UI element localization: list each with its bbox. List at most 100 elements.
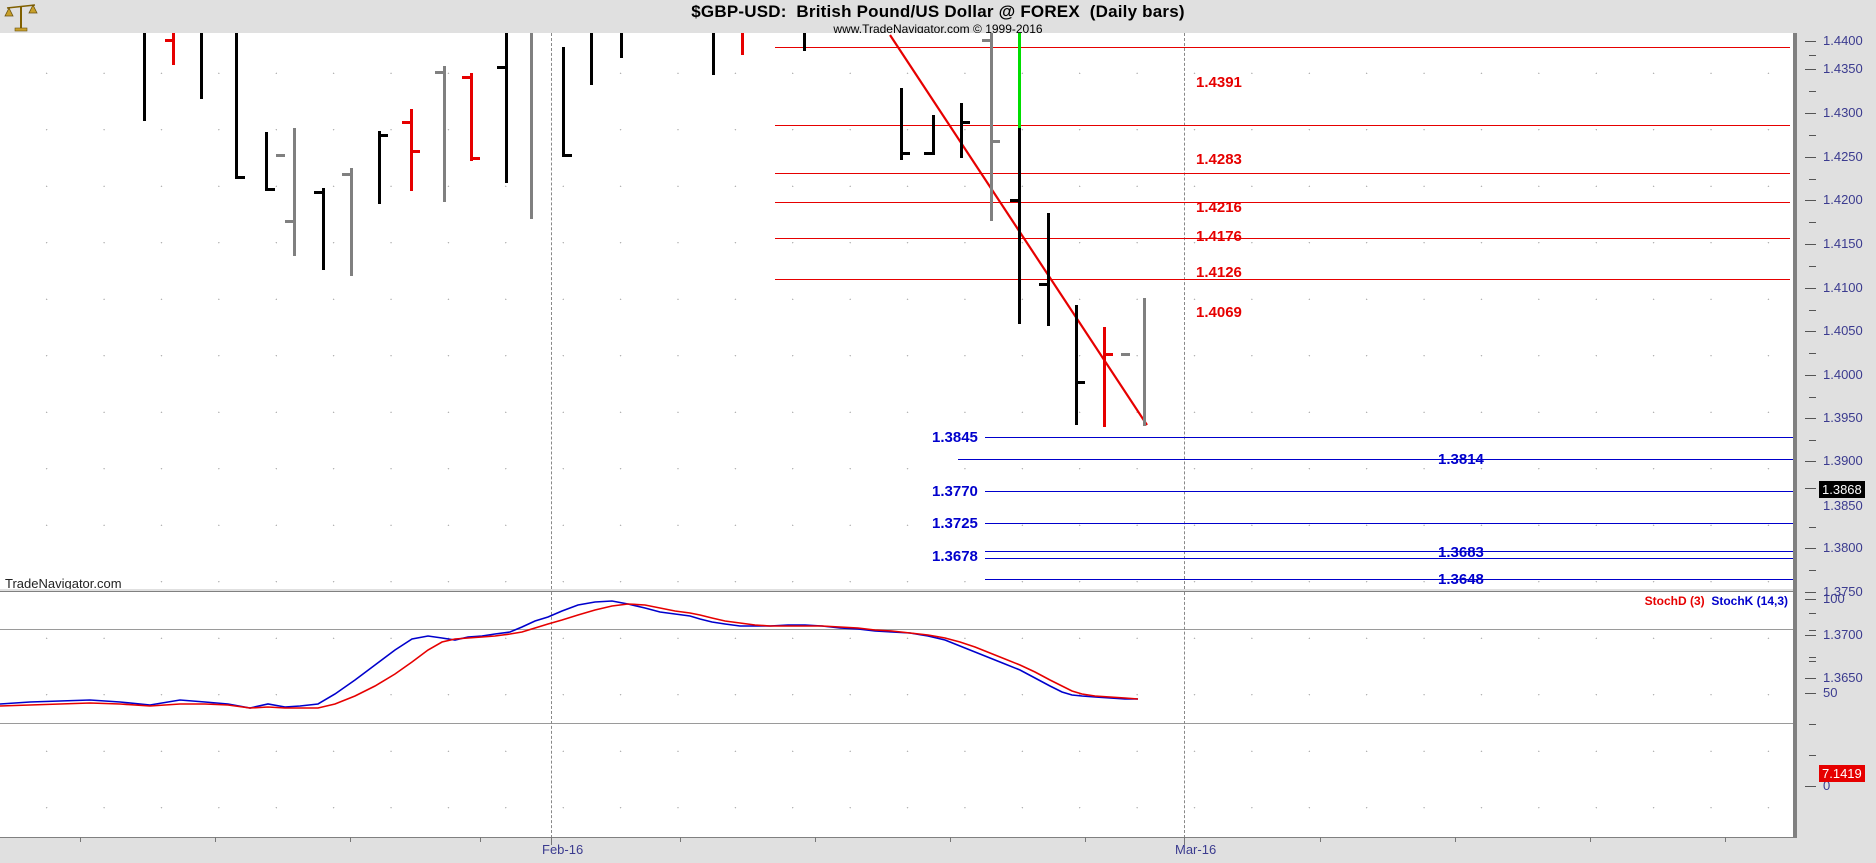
resistance-label-1: 1.4391 (1196, 74, 1242, 91)
support-label-1: 1.3845 (932, 429, 978, 446)
axis-label: 1.4400 (1823, 33, 1863, 48)
axis-tick-minor (1809, 657, 1816, 658)
month-separator-feb (551, 33, 552, 589)
ohlc-bar (530, 33, 533, 219)
resistance-line-5[interactable] (775, 238, 1790, 239)
axis-tick (1805, 113, 1816, 114)
price-axis[interactable]: 1.4400 1.4350 1.4300 1.4250 1.4200 1.415… (1797, 33, 1876, 837)
stoch-axis-label: 50 (1823, 685, 1838, 700)
stochd-curve (0, 603, 1139, 709)
ohlc-bar (900, 88, 903, 160)
axis-label: 1.3650 (1823, 670, 1863, 685)
axis-label: 1.3900 (1823, 453, 1863, 468)
stochastic-pane[interactable]: StochD (3) StochK (14,3) (0, 591, 1797, 838)
axis-label: 1.3950 (1823, 410, 1863, 425)
axis-tick-minor (1809, 570, 1816, 571)
axis-label: 1.4050 (1823, 323, 1863, 338)
axis-label: 1.4000 (1823, 367, 1863, 382)
axis-label: 1.4150 (1823, 236, 1863, 251)
ohlc-open-tick (1010, 199, 1019, 202)
axis-label: 1.3850 (1823, 498, 1863, 513)
axis-tick (1805, 488, 1816, 489)
support-line-3[interactable] (985, 491, 1797, 492)
support-label-4: 1.3725 (932, 515, 978, 532)
support-line-5[interactable] (985, 551, 1797, 552)
axis-tick-minor (1809, 527, 1816, 528)
date-tick (1725, 837, 1726, 842)
ohlc-close-tick (991, 140, 1000, 143)
month-separator-mar (1184, 33, 1185, 589)
date-tick (551, 837, 552, 845)
axis-tick (1805, 200, 1816, 201)
downtrend-line[interactable] (0, 33, 1797, 589)
axis-label: 1.4250 (1823, 149, 1863, 164)
ohlc-close-tick (379, 134, 388, 137)
ohlc-bar (1143, 298, 1146, 426)
stochastic-curves (0, 600, 1139, 709)
resistance-line-4[interactable] (775, 202, 1790, 203)
resistance-label-2: 1.4283 (1196, 151, 1242, 168)
ohlc-bar (350, 168, 353, 276)
ohlc-bar (932, 115, 935, 155)
ohlc-open-tick (435, 71, 444, 74)
ohlc-bar (172, 33, 175, 65)
date-tick (1085, 837, 1086, 842)
resistance-line-1[interactable] (775, 47, 1790, 48)
ohlc-bar (1103, 327, 1106, 427)
ohlc-open-tick (402, 121, 411, 124)
support-line-2[interactable] (958, 459, 1797, 460)
resistance-line-6[interactable] (775, 279, 1790, 280)
stoch-axis-tick-minor (1809, 755, 1816, 756)
page-title: $GBP-USD: British Pound/US Dollar @ FORE… (691, 2, 1185, 21)
date-tick (1590, 837, 1591, 842)
axis-label: 1.4350 (1823, 61, 1863, 76)
axis-tick-minor (1809, 266, 1816, 267)
ohlc-bar (293, 128, 296, 256)
axis-tick (1805, 548, 1816, 549)
ohlc-open-tick (342, 173, 351, 176)
month-separator-mar-stoch (1184, 592, 1185, 838)
ohlc-bar (470, 73, 473, 161)
axis-tick-minor (1809, 310, 1816, 311)
axis-tick-minor (1809, 135, 1816, 136)
price-chart-pane[interactable]: 1.4391 1.4283 1.4216 1.4176 1.4126 1.406… (0, 33, 1797, 589)
resistance-line-2[interactable] (775, 125, 1790, 126)
ohlc-bar (803, 33, 806, 51)
support-line-6[interactable] (985, 558, 1797, 559)
date-axis[interactable]: Feb-16 Mar-16 (0, 837, 1797, 863)
stoch-axis-tick-minor (1809, 661, 1816, 662)
ohlc-close-tick (1076, 381, 1085, 384)
axis-tick (1805, 157, 1816, 158)
axis-tick (1805, 418, 1816, 419)
axis-tick-minor (1809, 613, 1816, 614)
stoch-axis-label: 100 (1823, 591, 1845, 606)
ohlc-bar (1047, 213, 1050, 326)
ohlc-bar (235, 33, 238, 179)
support-line-4[interactable] (985, 523, 1797, 524)
ohlc-close-tick (1121, 353, 1130, 356)
copyright-subtitle: www.TradeNavigator.com © 1999-2016 (833, 22, 1043, 36)
support-line-7[interactable] (985, 579, 1797, 580)
ohlc-open-tick (924, 152, 933, 155)
ohlc-bar (562, 47, 565, 157)
support-line-1[interactable] (985, 437, 1797, 438)
axis-tick (1805, 69, 1816, 70)
date-tick (680, 837, 681, 842)
resistance-label-6: 1.4069 (1196, 304, 1242, 321)
ohlc-open-tick (982, 39, 991, 42)
ohlc-bar (990, 33, 993, 221)
ohlc-bar (322, 188, 325, 270)
ohlc-close-tick (1104, 353, 1113, 356)
ohlc-open-tick (276, 154, 285, 157)
date-tick (350, 837, 351, 842)
ohlc-close-tick (266, 188, 275, 191)
date-tick (1320, 837, 1321, 842)
stoch-axis-tick (1805, 786, 1816, 787)
axis-tick (1805, 288, 1816, 289)
ohlc-bar (505, 33, 508, 183)
resistance-line-3[interactable] (775, 173, 1790, 174)
axis-divider (1793, 33, 1797, 837)
support-label-7: 1.3648 (1438, 571, 1484, 588)
stoch-axis-tick-minor (1809, 724, 1816, 725)
ohlc-close-tick (471, 157, 480, 160)
